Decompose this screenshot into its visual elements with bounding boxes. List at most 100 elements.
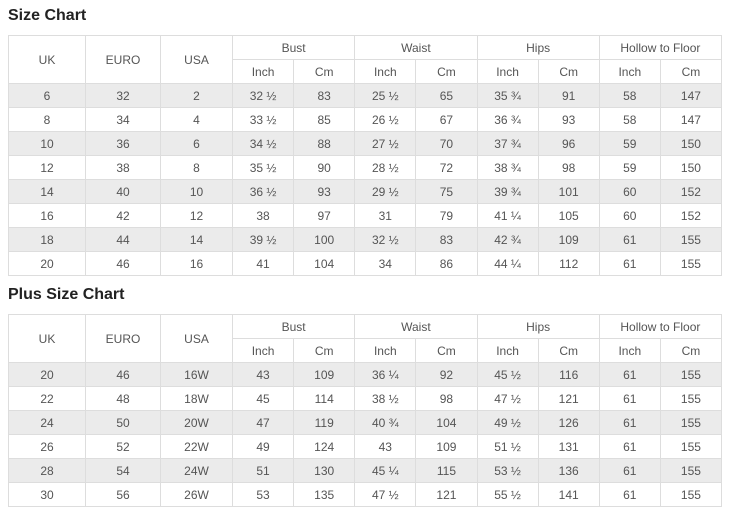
size-chart-table: UK EURO USA Bust Waist Hips Hollow to Floor Inc… — [8, 35, 723, 276]
table-cell: 45 — [231, 386, 295, 411]
table-row: 24 50 20W 47 119 40 ¾ 104 49 ½ 126 61 155 — [8, 410, 723, 435]
table-cell: 109 — [415, 434, 478, 459]
table-cell: 26 ½ — [354, 107, 417, 132]
table-cell: 105 — [537, 203, 600, 228]
table-cell: 131 — [537, 434, 600, 459]
table-cell: 18 — [8, 227, 86, 252]
table-cell: 79 — [415, 203, 478, 228]
table-cell: 20 — [8, 362, 86, 387]
column-header-euro: EURO — [85, 35, 161, 84]
table-cell: 112 — [537, 251, 600, 276]
table-cell: 126 — [537, 410, 600, 435]
table-cell: 55 ½ — [476, 482, 539, 507]
table-cell: 26W — [160, 482, 233, 507]
table-cell: 114 — [293, 386, 356, 411]
table-cell: 58 — [598, 107, 661, 132]
plus-size-chart-title: Plus Size Chart — [8, 286, 125, 303]
table-row: 30 56 26W 53 135 47 ½ 121 55 ½ 141 61 155 — [8, 482, 723, 507]
table-cell: 109 — [537, 227, 600, 252]
sub-column-header-bust-inch: Inch — [231, 338, 295, 363]
table-cell: 43 — [231, 362, 295, 387]
sub-column-header-hollow-to-floor-inch: Inch — [598, 338, 661, 363]
table-cell: 58 — [598, 83, 661, 108]
column-group-header-waist: Waist — [354, 35, 478, 60]
sub-column-header-bust-inch: Inch — [231, 59, 295, 84]
table-cell: 14 — [160, 227, 233, 252]
table-cell: 147 — [659, 107, 723, 132]
table-row: 20 46 16 41 104 34 86 44 ¼ 112 61 155 — [8, 251, 723, 276]
column-group-header-hollow-to-floor: Hollow to Floor — [598, 35, 723, 60]
table-row: 8 34 4 33 ½ 85 26 ½ 67 36 ¾ 93 58 147 — [8, 107, 723, 132]
table-cell: 34 ½ — [231, 131, 295, 156]
table-cell: 35 ½ — [231, 155, 295, 180]
table-cell: 44 — [85, 227, 161, 252]
table-cell: 18W — [160, 386, 233, 411]
table-cell: 104 — [293, 251, 356, 276]
table-cell: 10 — [160, 179, 233, 204]
table-row: 22 48 18W 45 114 38 ½ 98 47 ½ 121 61 155 — [8, 386, 723, 411]
table-cell: 34 — [85, 107, 161, 132]
table-cell: 61 — [598, 410, 661, 435]
table-cell: 61 — [598, 434, 661, 459]
sub-column-header-bust-cm: Cm — [293, 338, 356, 363]
table-cell: 70 — [415, 131, 478, 156]
page-content: Size Chart UK EURO USA Bust Waist Hips Hollow … — [8, 6, 723, 507]
table-cell: 42 — [85, 203, 161, 228]
table-cell: 61 — [598, 227, 661, 252]
table-cell: 61 — [598, 386, 661, 411]
table-cell: 38 — [85, 155, 161, 180]
sub-column-header-waist-cm: Cm — [415, 338, 478, 363]
column-header-usa: USA — [160, 35, 233, 84]
table-cell: 155 — [659, 362, 723, 387]
table-cell: 30 — [8, 482, 86, 507]
table-cell: 53 — [231, 482, 295, 507]
table-cell: 51 — [231, 458, 295, 483]
table-cell: 56 — [85, 482, 161, 507]
table-cell: 49 ½ — [476, 410, 539, 435]
column-group-header-bust: Bust — [231, 314, 356, 339]
sub-column-header-waist-cm: Cm — [415, 59, 478, 84]
size-chart-section: Size Chart UK EURO USA Bust Waist Hips Hollow … — [8, 6, 723, 276]
table-cell: 14 — [8, 179, 86, 204]
table-cell: 34 — [354, 251, 417, 276]
table-cell: 67 — [415, 107, 478, 132]
table-cell: 92 — [415, 362, 478, 387]
table-cell: 27 ½ — [354, 131, 417, 156]
table-cell: 26 — [8, 434, 86, 459]
header-row-units: Inch Cm Inch Cm Inch Cm Inch Cm — [9, 59, 723, 84]
table-cell: 8 — [160, 155, 233, 180]
table-cell: 31 — [354, 203, 417, 228]
column-header-usa: USA — [160, 314, 233, 363]
table-cell: 20 — [8, 251, 86, 276]
table-cell: 38 ½ — [354, 386, 417, 411]
table-row: 12 38 8 35 ½ 90 28 ½ 72 38 ¾ 98 59 150 — [8, 155, 723, 180]
table-cell: 155 — [659, 482, 723, 507]
table-cell: 50 — [85, 410, 161, 435]
sub-column-header-hips-cm: Cm — [537, 59, 600, 84]
table-cell: 10 — [8, 131, 86, 156]
table-cell: 24 — [8, 410, 86, 435]
table-cell: 100 — [293, 227, 356, 252]
table-cell: 121 — [415, 482, 478, 507]
table-cell: 59 — [598, 131, 661, 156]
table-cell: 8 — [8, 107, 86, 132]
sub-column-header-hips-inch: Inch — [476, 59, 539, 84]
table-cell: 83 — [415, 227, 478, 252]
sub-column-header-hollow-to-floor-cm: Cm — [659, 59, 723, 84]
size-chart-title: Size Chart — [8, 7, 87, 24]
table-cell: 16 — [160, 251, 233, 276]
table-cell: 72 — [415, 155, 478, 180]
table-cell: 38 ¾ — [476, 155, 539, 180]
table-cell: 93 — [537, 107, 600, 132]
table-row: 14 40 10 36 ½ 93 29 ½ 75 39 ¾ 101 60 152 — [8, 179, 723, 204]
table-cell: 32 — [85, 83, 161, 108]
table-cell: 85 — [293, 107, 356, 132]
column-group-header-hips: Hips — [476, 35, 600, 60]
sub-column-header-hollow-to-floor-cm: Cm — [659, 338, 723, 363]
table-cell: 47 ½ — [354, 482, 417, 507]
table-cell: 20W — [160, 410, 233, 435]
table-cell: 46 — [85, 251, 161, 276]
table-cell: 36 ¼ — [354, 362, 417, 387]
table-cell: 98 — [537, 155, 600, 180]
plus-size-chart-section: Plus Size Chart UK EURO USA Bust Waist Hips Ho… — [8, 285, 723, 507]
